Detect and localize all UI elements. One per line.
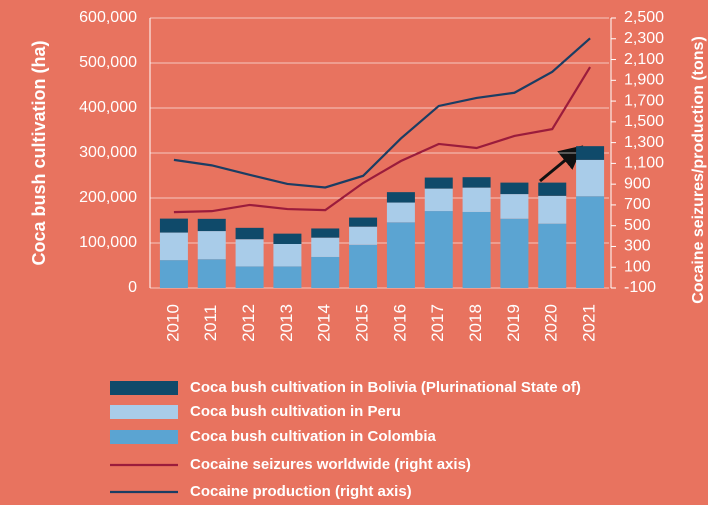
y2-tick-label: 100 bbox=[624, 258, 651, 275]
y-tick-label: 0 bbox=[128, 279, 137, 296]
y2-tick-label: 500 bbox=[624, 217, 651, 234]
annotation-arrow bbox=[539, 145, 584, 183]
y2-tick-label: -100 bbox=[624, 279, 656, 296]
legend-swatch bbox=[110, 405, 178, 419]
bar-segment bbox=[424, 211, 453, 288]
bar-segment bbox=[386, 202, 415, 223]
x-tick-label: 2016 bbox=[390, 304, 409, 342]
bar-segment bbox=[462, 177, 491, 188]
legend-label: Cocaine seizures worldwide (right axis) bbox=[190, 456, 471, 473]
bar-segment bbox=[235, 266, 264, 288]
bar-segment bbox=[576, 196, 605, 288]
x-tick-label: 2019 bbox=[504, 304, 523, 342]
bar-segment bbox=[538, 223, 567, 288]
bar-segment bbox=[273, 233, 302, 244]
x-tick-label: 2014 bbox=[315, 304, 334, 342]
bar-segment bbox=[538, 195, 567, 224]
y-tick-label: 100,000 bbox=[79, 234, 137, 251]
x-tick-label: 2017 bbox=[428, 304, 447, 342]
line-series bbox=[173, 37, 591, 189]
bar-segment bbox=[273, 243, 302, 267]
bar-segment bbox=[424, 177, 453, 189]
y2-tick-label: 2,300 bbox=[624, 30, 664, 47]
y2-tick-label: 1,900 bbox=[624, 72, 664, 89]
x-tick-label: 2020 bbox=[542, 304, 561, 342]
bar-segment bbox=[159, 218, 188, 233]
bar-segment bbox=[159, 260, 188, 288]
y-axis-title: Coca bush cultivation (ha) bbox=[29, 40, 49, 265]
y-tick-label: 200,000 bbox=[79, 189, 137, 206]
legend-label: Coca bush cultivation in Peru bbox=[190, 403, 401, 420]
bar-segment bbox=[349, 244, 378, 288]
bar-segment bbox=[349, 226, 378, 245]
bar-segment bbox=[349, 217, 378, 227]
x-tick-label: 2010 bbox=[163, 304, 182, 342]
x-tick-label: 2021 bbox=[580, 304, 599, 342]
y2-tick-label: 1,500 bbox=[624, 113, 664, 130]
line-series bbox=[173, 66, 592, 214]
x-tick-label: 2012 bbox=[239, 304, 258, 342]
y2-tick-label: 300 bbox=[624, 238, 651, 255]
bar-segment bbox=[386, 192, 415, 203]
y2-tick-label: 2,100 bbox=[624, 51, 664, 68]
y2-tick-label: 1,700 bbox=[624, 92, 664, 109]
legend-swatch bbox=[110, 430, 178, 444]
bar-segment bbox=[538, 182, 567, 196]
y-tick-label: 400,000 bbox=[79, 99, 137, 116]
bar-segment bbox=[500, 218, 529, 288]
legend-label: Coca bush cultivation in Bolivia (Plurin… bbox=[190, 379, 581, 396]
bar-segment bbox=[273, 266, 302, 288]
y2-tick-label: 1,100 bbox=[624, 155, 664, 172]
legend-label: Coca bush cultivation in Colombia bbox=[190, 428, 437, 445]
bar-segment bbox=[386, 222, 415, 288]
y-tick-label: 300,000 bbox=[79, 144, 137, 161]
bar-segment bbox=[311, 237, 340, 257]
y2-axis-title: Cocaine seizures/production (tons) bbox=[690, 36, 707, 304]
bar-segment bbox=[235, 239, 264, 267]
legend-label: Cocaine production (right axis) bbox=[190, 483, 412, 500]
x-tick-label: 2015 bbox=[353, 304, 372, 342]
y-tick-label: 600,000 bbox=[79, 9, 137, 26]
y2-tick-label: 700 bbox=[624, 196, 651, 213]
x-tick-label: 2013 bbox=[277, 304, 296, 342]
bar-segment bbox=[197, 259, 226, 288]
y2-tick-label: 900 bbox=[624, 175, 651, 192]
bar-segment bbox=[197, 218, 226, 232]
bar-segment bbox=[462, 187, 491, 212]
bar-segment bbox=[311, 228, 340, 238]
legend-swatch bbox=[110, 381, 178, 395]
bar-segment bbox=[311, 256, 340, 288]
bar-segment bbox=[424, 188, 453, 212]
bar-segment bbox=[500, 194, 529, 219]
x-tick-label: 2011 bbox=[201, 305, 220, 342]
bar-segment bbox=[159, 232, 188, 261]
y2-tick-label: 2,500 bbox=[624, 9, 664, 26]
bar-segment bbox=[500, 182, 529, 195]
x-tick-label: 2018 bbox=[466, 304, 485, 342]
bar-segment bbox=[576, 159, 605, 197]
bar-segment bbox=[235, 227, 264, 240]
y-tick-label: 500,000 bbox=[79, 54, 137, 71]
bar-segment bbox=[462, 211, 491, 288]
y2-tick-label: 1,300 bbox=[624, 134, 664, 151]
bar-segment bbox=[197, 231, 226, 260]
bar-segment bbox=[576, 146, 605, 160]
